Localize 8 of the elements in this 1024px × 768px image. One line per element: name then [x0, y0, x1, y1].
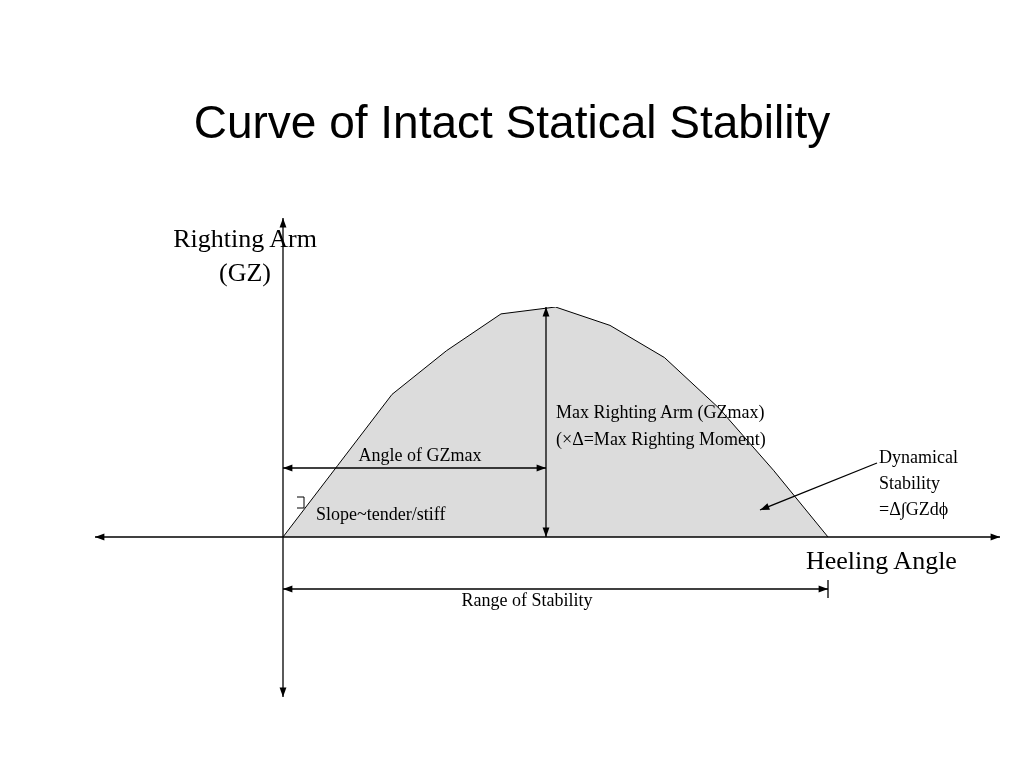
annotation: Slope~tender/stiff — [316, 504, 447, 525]
annotation: Angle of GZmax — [357, 445, 483, 466]
text: Dynamical Stability =Δ∫GZdϕ — [879, 446, 959, 522]
chart-title: Curve of Intact Statical Stability — [192, 95, 832, 149]
annotation: (×Δ=Max Righting Moment) — [556, 429, 767, 450]
x-axis-title: Heeling Angle — [806, 546, 957, 576]
annotation: Max Righting Arm (GZmax) — [556, 402, 766, 423]
text: Range of Stability — [460, 590, 594, 611]
